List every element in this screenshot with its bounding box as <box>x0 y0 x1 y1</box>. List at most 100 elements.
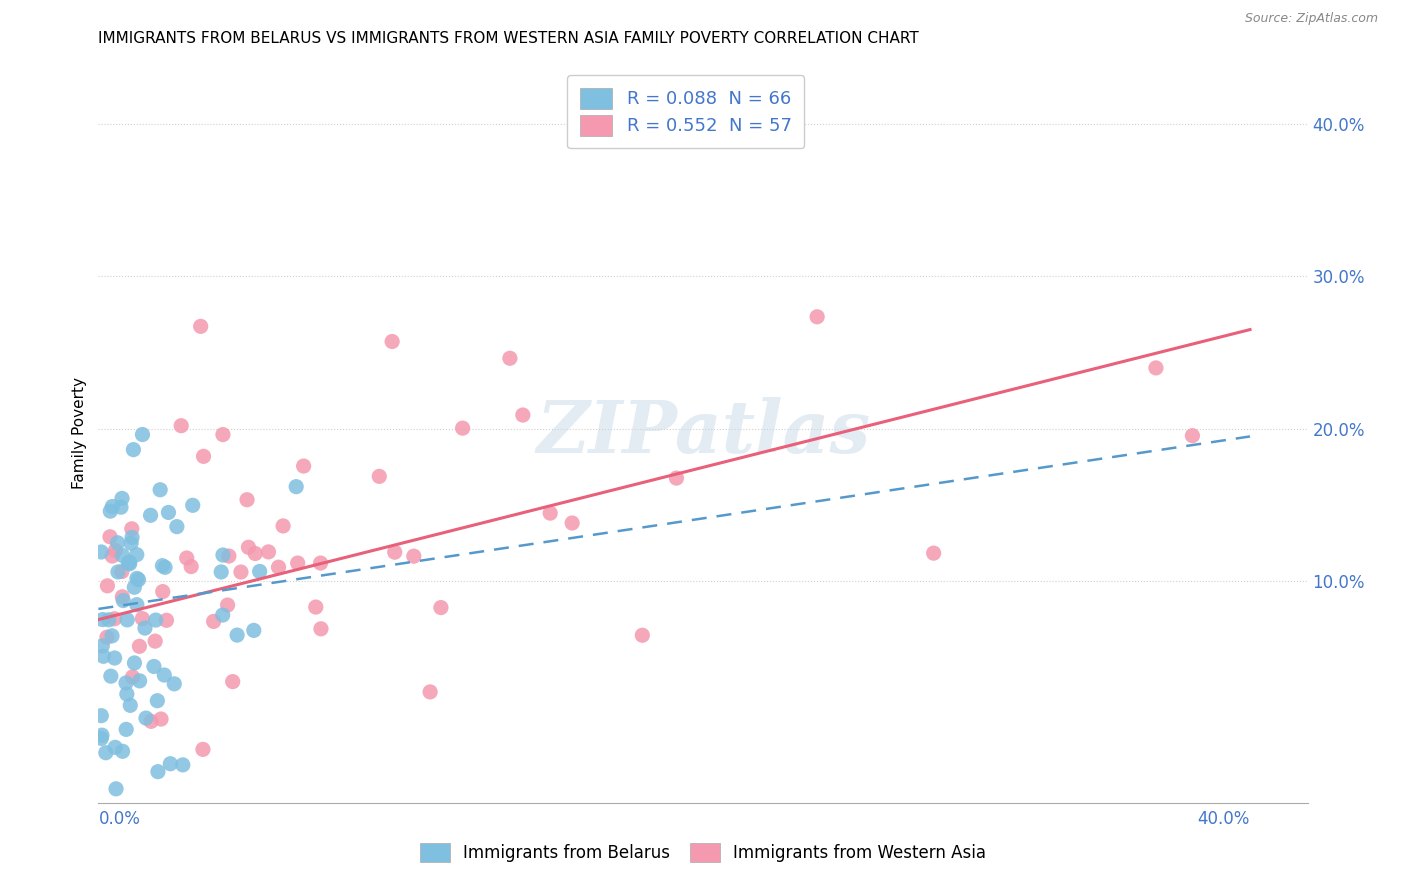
Point <box>287 556 309 570</box>
Point <box>159 756 181 771</box>
Point <box>90 545 112 559</box>
Point <box>100 669 122 683</box>
Point <box>121 670 143 684</box>
Point <box>115 687 138 701</box>
Point <box>193 450 215 464</box>
Point <box>152 584 174 599</box>
Point <box>112 593 135 607</box>
Point <box>96 579 118 593</box>
Point <box>91 728 114 742</box>
Point <box>257 545 280 559</box>
Point <box>631 628 654 642</box>
Point <box>111 590 134 604</box>
Point <box>267 560 290 574</box>
Point <box>430 600 453 615</box>
Text: ZIPatlas: ZIPatlas <box>536 397 870 468</box>
Point <box>143 634 166 648</box>
Point <box>305 600 328 615</box>
Point <box>101 500 124 514</box>
Point <box>922 546 945 560</box>
Point <box>107 565 129 579</box>
Point <box>118 557 141 571</box>
Point <box>125 598 148 612</box>
Point <box>163 677 186 691</box>
Point <box>243 624 266 638</box>
Point <box>309 556 332 570</box>
Point <box>111 565 134 579</box>
Point <box>218 549 240 563</box>
Point <box>212 427 235 442</box>
Point <box>131 611 153 625</box>
Point <box>96 630 118 644</box>
Point <box>97 613 120 627</box>
Point <box>181 498 204 512</box>
Point <box>1181 428 1204 442</box>
Point <box>157 505 180 519</box>
Y-axis label: Family Poverty: Family Poverty <box>72 376 87 489</box>
Point <box>202 615 225 629</box>
Legend: Immigrants from Belarus, Immigrants from Western Asia: Immigrants from Belarus, Immigrants from… <box>413 836 993 869</box>
Point <box>149 483 172 497</box>
Point <box>146 694 169 708</box>
Point <box>91 613 114 627</box>
Point <box>665 471 688 485</box>
Point <box>451 421 474 435</box>
Point <box>98 504 121 518</box>
Point <box>111 491 134 506</box>
Point <box>125 571 148 585</box>
Point <box>93 649 115 664</box>
Point <box>125 548 148 562</box>
Point <box>145 613 167 627</box>
Point <box>309 622 332 636</box>
Point <box>124 656 146 670</box>
Point <box>180 559 202 574</box>
Point <box>176 551 198 566</box>
Point <box>538 506 561 520</box>
Point <box>104 543 127 558</box>
Point <box>212 548 235 562</box>
Point <box>419 685 441 699</box>
Point <box>110 500 132 515</box>
Point <box>499 351 522 366</box>
Point <box>249 565 271 579</box>
Point <box>120 536 142 550</box>
Point <box>131 427 153 442</box>
Point <box>402 549 425 564</box>
Point <box>94 746 117 760</box>
Point <box>101 549 124 563</box>
Point <box>229 565 252 579</box>
Point <box>124 580 146 594</box>
Point <box>561 516 583 530</box>
Point <box>139 508 162 523</box>
Point <box>226 628 249 642</box>
Point <box>107 535 129 549</box>
Point <box>153 668 176 682</box>
Text: IMMIGRANTS FROM BELARUS VS IMMIGRANTS FROM WESTERN ASIA FAMILY POVERTY CORRELATI: IMMIGRANTS FROM BELARUS VS IMMIGRANTS FR… <box>98 31 920 46</box>
Point <box>166 519 188 533</box>
Point <box>172 757 194 772</box>
Point <box>101 629 124 643</box>
Point <box>806 310 828 324</box>
Point <box>384 545 406 559</box>
Point <box>217 598 239 612</box>
Point <box>98 530 121 544</box>
Point <box>111 549 134 563</box>
Point <box>122 442 145 457</box>
Point <box>115 676 138 690</box>
Point <box>191 742 214 756</box>
Point <box>292 458 315 473</box>
Point <box>381 334 404 349</box>
Point <box>190 319 212 334</box>
Point <box>236 492 259 507</box>
Point <box>120 698 142 713</box>
Point <box>209 565 232 579</box>
Point <box>121 522 143 536</box>
Point <box>90 708 112 723</box>
Point <box>368 469 391 483</box>
Point <box>90 731 112 746</box>
Point <box>245 547 267 561</box>
Text: 0.0%: 0.0% <box>98 811 141 829</box>
Point <box>135 711 157 725</box>
Point <box>153 560 176 574</box>
Point <box>103 612 125 626</box>
